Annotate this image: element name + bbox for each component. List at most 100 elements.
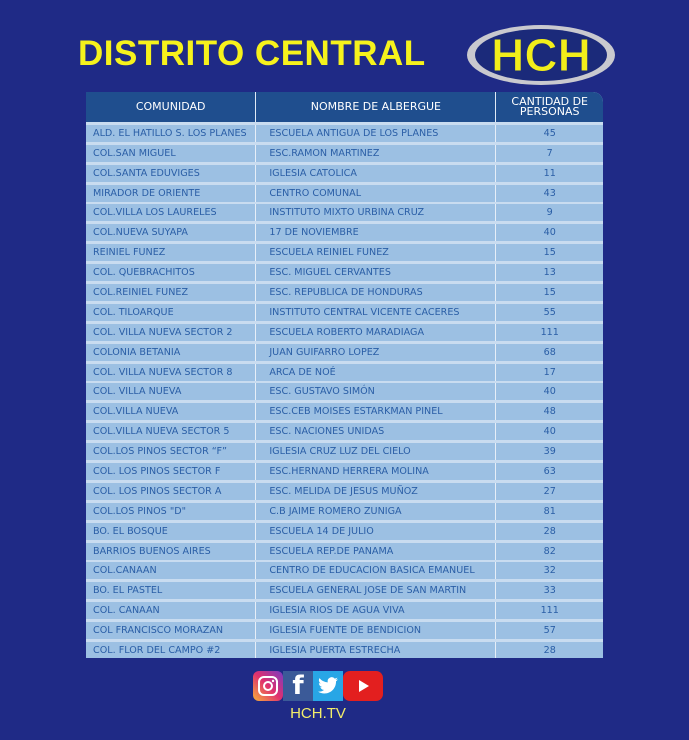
cell-comunidad: COL. TILOARQUE — [86, 303, 257, 321]
cell-albergue: ESC. MIGUEL CERVANTES — [256, 264, 497, 282]
table-row: COL. QUEBRACHITOS ESC. MIGUEL CERVANTES 13 — [86, 264, 603, 282]
table-row: ALD. EL HATILLO S. LOS PLANES ESCUELA ANT… — [86, 124, 603, 142]
cell-cantidad: 17 — [543, 366, 556, 378]
cell-comunidad: COL.VILLA NUEVA — [86, 403, 257, 421]
cell-cantidad: 48 — [543, 406, 556, 418]
table-row: REINIEL FUNEZ ESCUELA REINIEL FUNEZ 15 — [86, 244, 603, 262]
cell-cantidad: 9 — [546, 207, 553, 219]
cell-albergue: ESCUELA REINIEL FUNEZ — [256, 244, 497, 262]
cell-albergue: ESC.CEB MOISES ESTARKMAN PINEL — [256, 403, 497, 421]
cell-comunidad: BO. EL BOSQUE — [86, 522, 257, 540]
table-row: COL. LOS PINOS SECTOR F ESC.HERNAND HERRE… — [86, 463, 603, 481]
table-row: COL.REINIEL FUNEZ ESC. REPUBLICA DE HONDU… — [86, 284, 603, 302]
table-row: COL.VILLA LOS LAURELES INSTITUTO MIXTO UR… — [86, 204, 603, 222]
cell-albergue: 17 DE NOVIEMBRE — [256, 224, 497, 242]
cell-albergue: IGLESIA FUENTE DE BENDICION — [256, 622, 497, 640]
hch-logo: HCH — [467, 25, 615, 85]
table-row: COL.CANAAN CENTRO DE EDUCACION BASICA EMA… — [86, 562, 603, 580]
table-row: COL. FLOR DEL CAMPO #2 IGLESIA PUERTA EST… — [86, 642, 603, 658]
table-row: COL. VILLA NUEVA SECTOR 2 ESCUELA ROBERTO… — [86, 323, 603, 341]
facebook-icon[interactable]: f — [283, 671, 313, 701]
cell-comunidad: COL FRANCISCO MORAZAN — [86, 622, 257, 640]
cell-cantidad: 68 — [543, 346, 556, 358]
cell-comunidad: COL. QUEBRACHITOS — [86, 264, 257, 282]
cell-cantidad: 28 — [543, 645, 556, 657]
cell-albergue: JUAN GUIFARRO LOPEZ — [256, 343, 497, 361]
cell-comunidad: COLONIA BETANIA — [86, 343, 257, 361]
cell-albergue: IGLESIA CATOLICA — [256, 164, 497, 182]
cell-comunidad: COL. LOS PINOS SECTOR A — [86, 482, 257, 500]
table-row: COL.VILLA NUEVA SECTOR 5 ESC. NACIONES UN… — [86, 423, 603, 441]
cell-cantidad: 40 — [543, 426, 556, 438]
cell-albergue: IGLESIA RIOS DE AGUA VIVA — [256, 602, 497, 620]
shelters-table: COMUNIDAD NOMBRE DE ALBERGUE CANTIDAD DE… — [86, 92, 603, 658]
cell-cantidad: 27 — [543, 485, 556, 497]
cell-cantidad: 82 — [543, 545, 556, 557]
cell-comunidad: MIRADOR DE ORIENTE — [86, 184, 257, 202]
cell-comunidad: BARRIOS BUENOS AIRES — [86, 542, 257, 560]
social-icons: f — [253, 671, 383, 701]
cell-cantidad: 111 — [540, 605, 559, 617]
cell-albergue: ESC. MELIDA DE JESUS MUÑOZ — [256, 482, 497, 500]
cell-albergue: ESC. REPUBLICA DE HONDURAS — [256, 284, 497, 302]
cell-albergue: ESCUELA GENERAL JOSE DE SAN MARTIN — [256, 582, 497, 600]
cell-albergue: INSTITUTO CENTRAL VICENTE CACERES — [256, 303, 497, 321]
instagram-icon[interactable] — [253, 671, 283, 701]
cell-comunidad: COL.SANTA EDUVIGES — [86, 164, 257, 182]
cell-comunidad: COL. VILLA NUEVA SECTOR 8 — [86, 363, 257, 381]
cell-comunidad: COL. LOS PINOS SECTOR F — [86, 463, 257, 481]
cell-cantidad: 11 — [543, 167, 556, 179]
cell-albergue: ESCUELA 14 DE JULIO — [256, 522, 497, 540]
column-header-albergue: NOMBRE DE ALBERGUE — [256, 92, 497, 122]
table-row: COL.LOS PINOS "D" C.B JAIME ROMERO ZUNIGA… — [86, 502, 603, 520]
cell-albergue: ESCUELA ROBERTO MARADIAGA — [256, 323, 497, 341]
website-label[interactable]: HCH.TV — [290, 705, 346, 722]
page-title: DISTRITO CENTRAL — [78, 34, 426, 73]
cell-albergue: ESC. GUSTAVO SIMÓN — [256, 383, 497, 401]
cell-cantidad: 55 — [543, 306, 556, 318]
column-header-comunidad: COMUNIDAD — [86, 92, 257, 122]
table-row: MIRADOR DE ORIENTE CENTRO COMUNAL 43 — [86, 184, 603, 202]
cell-albergue: ESC.HERNAND HERRERA MOLINA — [256, 463, 497, 481]
cell-comunidad: COL. VILLA NUEVA — [86, 383, 257, 401]
table-row: COL. CANAAN IGLESIA RIOS DE AGUA VIVA 111 — [86, 602, 603, 620]
table-row: BO. EL PASTEL ESCUELA GENERAL JOSE DE SAN… — [86, 582, 603, 600]
twitter-icon[interactable] — [313, 671, 343, 701]
cell-cantidad: 40 — [543, 386, 556, 398]
cell-comunidad: COL. CANAAN — [86, 602, 257, 620]
table-row: COL. TILOARQUE INSTITUTO CENTRAL VICENTE … — [86, 303, 603, 321]
cell-comunidad: COL.LOS PINOS "D" — [86, 502, 257, 520]
cell-albergue: CENTRO DE EDUCACION BASICA EMANUEL — [256, 562, 497, 580]
table-row: COL.SANTA EDUVIGES IGLESIA CATOLICA 11 — [86, 164, 603, 182]
table-row: COL. VILLA NUEVA SECTOR 8 ARCA DE NOÉ 17 — [86, 363, 603, 381]
cell-cantidad: 33 — [543, 585, 556, 597]
cell-cantidad: 7 — [546, 147, 553, 159]
cell-albergue: ESC. NACIONES UNIDAS — [256, 423, 497, 441]
cell-albergue: CENTRO COMUNAL — [256, 184, 497, 202]
youtube-icon[interactable] — [343, 671, 383, 701]
cell-cantidad: 28 — [543, 525, 556, 537]
table-row: COL.NUEVA SUYAPA 17 DE NOVIEMBRE 40 — [86, 224, 603, 242]
table-row: COLONIA BETANIA JUAN GUIFARRO LOPEZ 68 — [86, 343, 603, 361]
cell-cantidad: 15 — [543, 287, 556, 299]
table-row: COL. VILLA NUEVA ESC. GUSTAVO SIMÓN 40 — [86, 383, 603, 401]
table-row: COL.LOS PINOS SECTOR “F” IGLESIA CRUZ LUZ… — [86, 443, 603, 461]
cell-cantidad: 40 — [543, 227, 556, 239]
cell-comunidad: BO. EL PASTEL — [86, 582, 257, 600]
svg-text:HCH: HCH — [491, 29, 591, 81]
cell-comunidad: COL.REINIEL FUNEZ — [86, 284, 257, 302]
table-row: COL.VILLA NUEVA ESC.CEB MOISES ESTARKMAN … — [86, 403, 603, 421]
cell-albergue: IGLESIA CRUZ LUZ DEL CIELO — [256, 443, 497, 461]
cell-comunidad: COL.CANAAN — [86, 562, 257, 580]
cell-cantidad: 81 — [543, 505, 556, 517]
table-row: BARRIOS BUENOS AIRES ESCUELA REP.DE PANAM… — [86, 542, 603, 560]
table-header: COMUNIDAD NOMBRE DE ALBERGUE CANTIDAD DE… — [86, 92, 603, 122]
cell-comunidad: REINIEL FUNEZ — [86, 244, 257, 262]
cell-comunidad: COL.VILLA LOS LAURELES — [86, 204, 257, 222]
cell-cantidad: 13 — [543, 267, 556, 279]
cell-albergue: ESCUELA ANTIGUA DE LOS PLANES — [256, 124, 497, 142]
cell-comunidad: COL.LOS PINOS SECTOR “F” — [86, 443, 257, 461]
cell-cantidad: 45 — [543, 127, 556, 139]
cell-cantidad: 57 — [543, 625, 556, 637]
cell-albergue: ARCA DE NOÉ — [256, 363, 497, 381]
